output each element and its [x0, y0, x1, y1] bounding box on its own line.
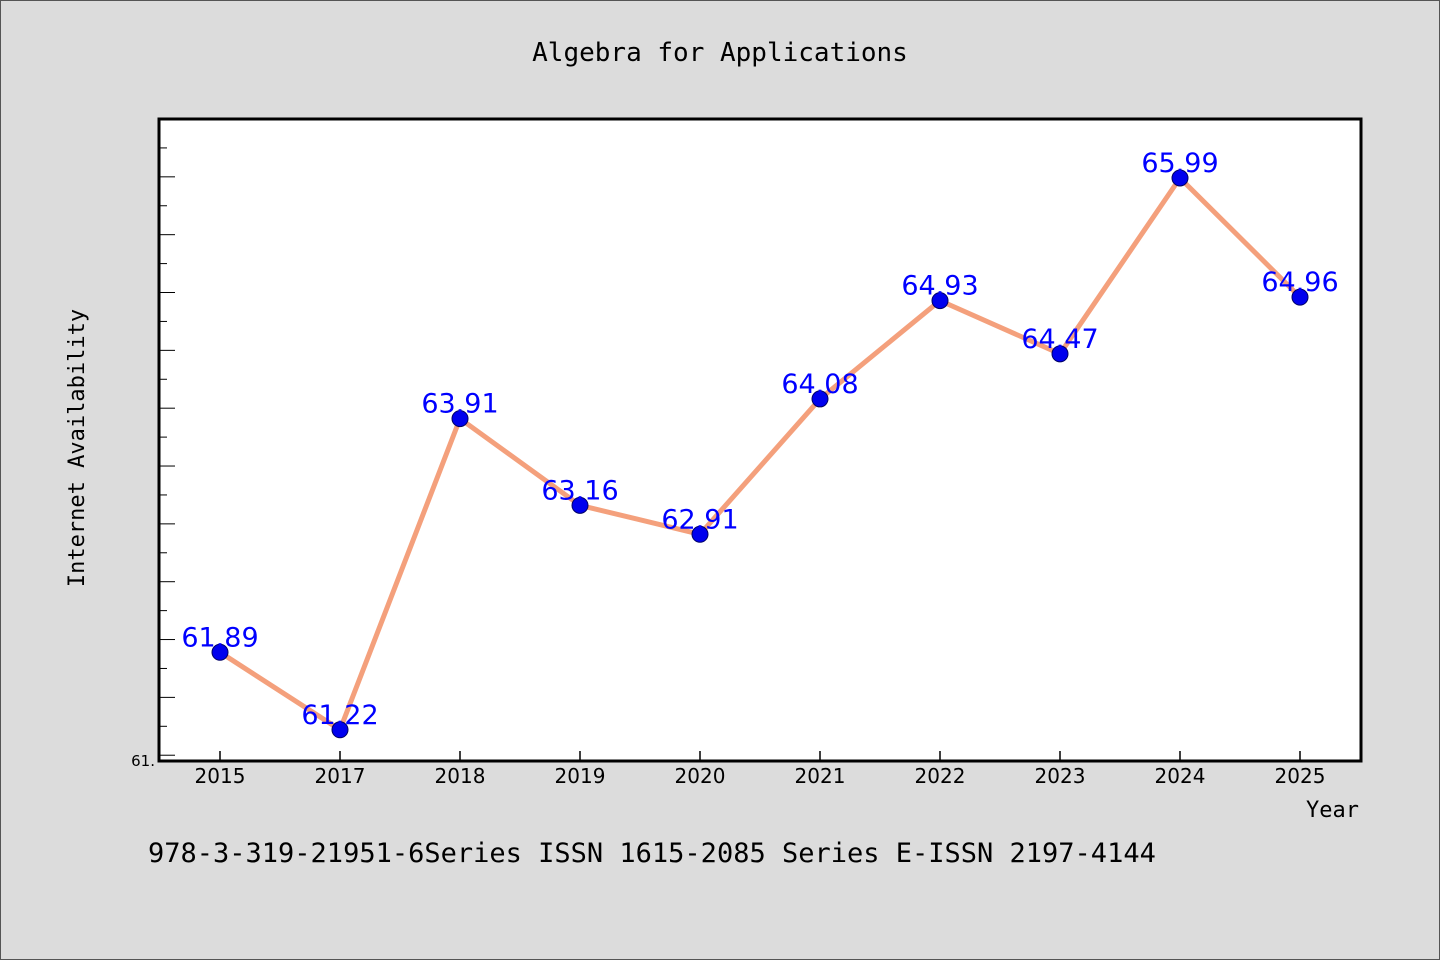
data-point — [811, 390, 829, 408]
data-label: 65.99 — [1141, 148, 1218, 179]
data-label: 62.91 — [661, 504, 738, 535]
series-line-group — [217, 175, 1303, 733]
x-tick-label: 2015 — [195, 764, 246, 788]
data-point — [1171, 169, 1189, 187]
x-tick-label: 2017 — [315, 764, 366, 788]
y-axis-label: Internet Availability — [65, 309, 90, 587]
data-point — [931, 292, 949, 310]
data-label: 63.91 — [421, 389, 498, 420]
x-tick-label: 2019 — [555, 764, 606, 788]
series-line — [217, 175, 1303, 733]
data-point — [211, 643, 229, 661]
plot-area — [157, 117, 1363, 763]
data-markers — [211, 169, 1309, 739]
y-axis-tick-label: 61. — [131, 752, 155, 770]
data-label: 64.08 — [781, 369, 858, 400]
x-tick-label: 2022 — [915, 764, 966, 788]
x-axis-ticks — [219, 751, 1301, 761]
x-tick-label: 2024 — [1155, 764, 1206, 788]
footer-text: 978-3-319-21951-6Series ISSN 1615-2085 S… — [148, 838, 1156, 869]
chart-title: Algebra for Applications — [532, 38, 908, 68]
x-axis-label: Year — [1306, 798, 1359, 823]
data-label: 61.22 — [301, 700, 378, 731]
x-tick-label: 2023 — [1035, 764, 1086, 788]
data-label: 64.47 — [1021, 324, 1098, 355]
data-point — [451, 410, 469, 428]
data-point — [571, 496, 589, 514]
y-axis-ticks — [159, 147, 175, 756]
data-point — [1051, 345, 1069, 363]
data-point — [1291, 288, 1309, 306]
x-axis-tick-labels: 2015 2017 2018 2019 2020 2021 2022 2023 2024 2025 — [195, 764, 1326, 788]
x-tick-label: 2020 — [675, 764, 726, 788]
data-point — [691, 525, 709, 543]
data-labels: 61.89 61.22 63.91 63.16 62.91 64.08 64.93 64.47… — [181, 148, 1338, 731]
x-tick-label: 2021 — [795, 764, 846, 788]
data-label: 63.16 — [541, 475, 618, 506]
data-label: 64.93 — [901, 271, 978, 302]
data-point — [331, 721, 349, 739]
x-tick-label: 2025 — [1275, 764, 1326, 788]
data-label: 64.96 — [1261, 267, 1338, 298]
x-tick-label: 2018 — [435, 764, 486, 788]
data-label: 61.89 — [181, 622, 258, 653]
